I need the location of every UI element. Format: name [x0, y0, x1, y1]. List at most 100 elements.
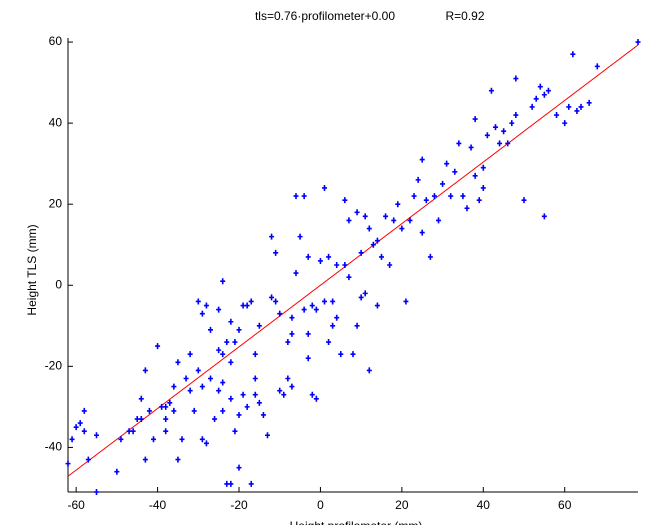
point	[578, 103, 584, 110]
point	[220, 278, 226, 285]
point	[228, 480, 234, 487]
point	[114, 468, 120, 475]
point	[419, 229, 425, 236]
point	[395, 201, 401, 208]
x-tick-label: -20	[230, 498, 248, 512]
point	[77, 420, 83, 427]
point	[448, 193, 454, 200]
point	[322, 298, 327, 305]
point	[285, 375, 291, 382]
point	[142, 456, 148, 463]
point	[138, 416, 144, 423]
point	[509, 120, 515, 127]
x-tick-label: 60	[558, 498, 572, 512]
point	[513, 112, 519, 119]
point	[574, 107, 580, 114]
point	[130, 428, 136, 435]
point	[265, 432, 270, 439]
point	[403, 298, 409, 305]
point	[273, 298, 279, 305]
point	[236, 326, 242, 333]
point	[208, 326, 213, 333]
point	[635, 39, 641, 46]
point	[423, 197, 429, 204]
point	[427, 253, 433, 260]
point	[354, 322, 360, 329]
point	[415, 176, 421, 183]
point	[195, 298, 201, 305]
point	[501, 128, 507, 135]
point	[195, 367, 201, 374]
point	[334, 262, 340, 268]
point	[277, 387, 283, 394]
point	[391, 217, 397, 224]
point	[212, 416, 218, 423]
point	[216, 306, 222, 313]
point	[338, 351, 344, 358]
point	[191, 407, 197, 414]
point	[358, 249, 364, 256]
point	[293, 193, 299, 200]
point	[118, 436, 124, 443]
y-tick-label: 60	[49, 34, 63, 48]
point	[545, 87, 551, 94]
point	[252, 375, 258, 382]
point	[464, 205, 470, 212]
point	[220, 407, 226, 414]
point	[411, 193, 417, 200]
point	[309, 391, 315, 398]
point	[85, 456, 91, 463]
point	[171, 383, 177, 390]
point	[73, 424, 79, 431]
point	[187, 351, 193, 358]
point	[541, 213, 547, 220]
x-tick-label: 0	[317, 498, 324, 512]
point	[399, 225, 405, 232]
point	[297, 233, 303, 240]
point	[142, 367, 148, 374]
point	[163, 416, 169, 423]
point	[244, 302, 250, 309]
point	[151, 436, 156, 443]
point	[81, 407, 87, 414]
point	[163, 428, 169, 435]
point	[256, 322, 262, 329]
point	[309, 302, 315, 309]
point	[484, 132, 490, 139]
point	[431, 193, 437, 200]
point	[537, 83, 543, 90]
point	[488, 87, 494, 94]
point	[167, 399, 173, 406]
chart-subtitle: R=0.92	[445, 9, 484, 23]
point	[269, 294, 275, 301]
point	[379, 253, 384, 260]
point	[529, 103, 535, 110]
point	[513, 75, 519, 82]
point	[305, 355, 311, 362]
point	[289, 383, 295, 390]
point	[305, 330, 311, 337]
point	[289, 330, 295, 337]
point	[220, 351, 226, 358]
point	[65, 460, 71, 467]
point	[480, 184, 486, 191]
y-tick-label: -20	[45, 359, 63, 373]
point	[521, 197, 527, 204]
point	[224, 339, 230, 346]
point	[586, 99, 592, 106]
point	[232, 339, 238, 346]
point	[554, 112, 560, 119]
point	[374, 237, 380, 244]
point	[444, 160, 450, 167]
point	[199, 383, 205, 390]
point	[155, 343, 161, 350]
point	[350, 351, 356, 358]
y-axis-label: Height TLS (mm)	[25, 224, 39, 315]
x-axis-label: Height profilometer (mm)	[290, 519, 423, 525]
point	[326, 339, 332, 346]
point	[179, 436, 185, 443]
point	[407, 217, 413, 224]
point	[387, 262, 393, 268]
point	[419, 156, 425, 163]
point	[301, 193, 307, 200]
